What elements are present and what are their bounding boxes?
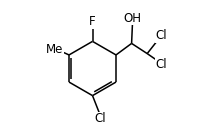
- Text: OH: OH: [124, 12, 142, 25]
- Text: Cl: Cl: [94, 112, 106, 125]
- Text: F: F: [89, 15, 96, 28]
- Text: Cl: Cl: [156, 29, 167, 42]
- Text: Cl: Cl: [156, 58, 167, 71]
- Text: Me: Me: [46, 43, 63, 56]
